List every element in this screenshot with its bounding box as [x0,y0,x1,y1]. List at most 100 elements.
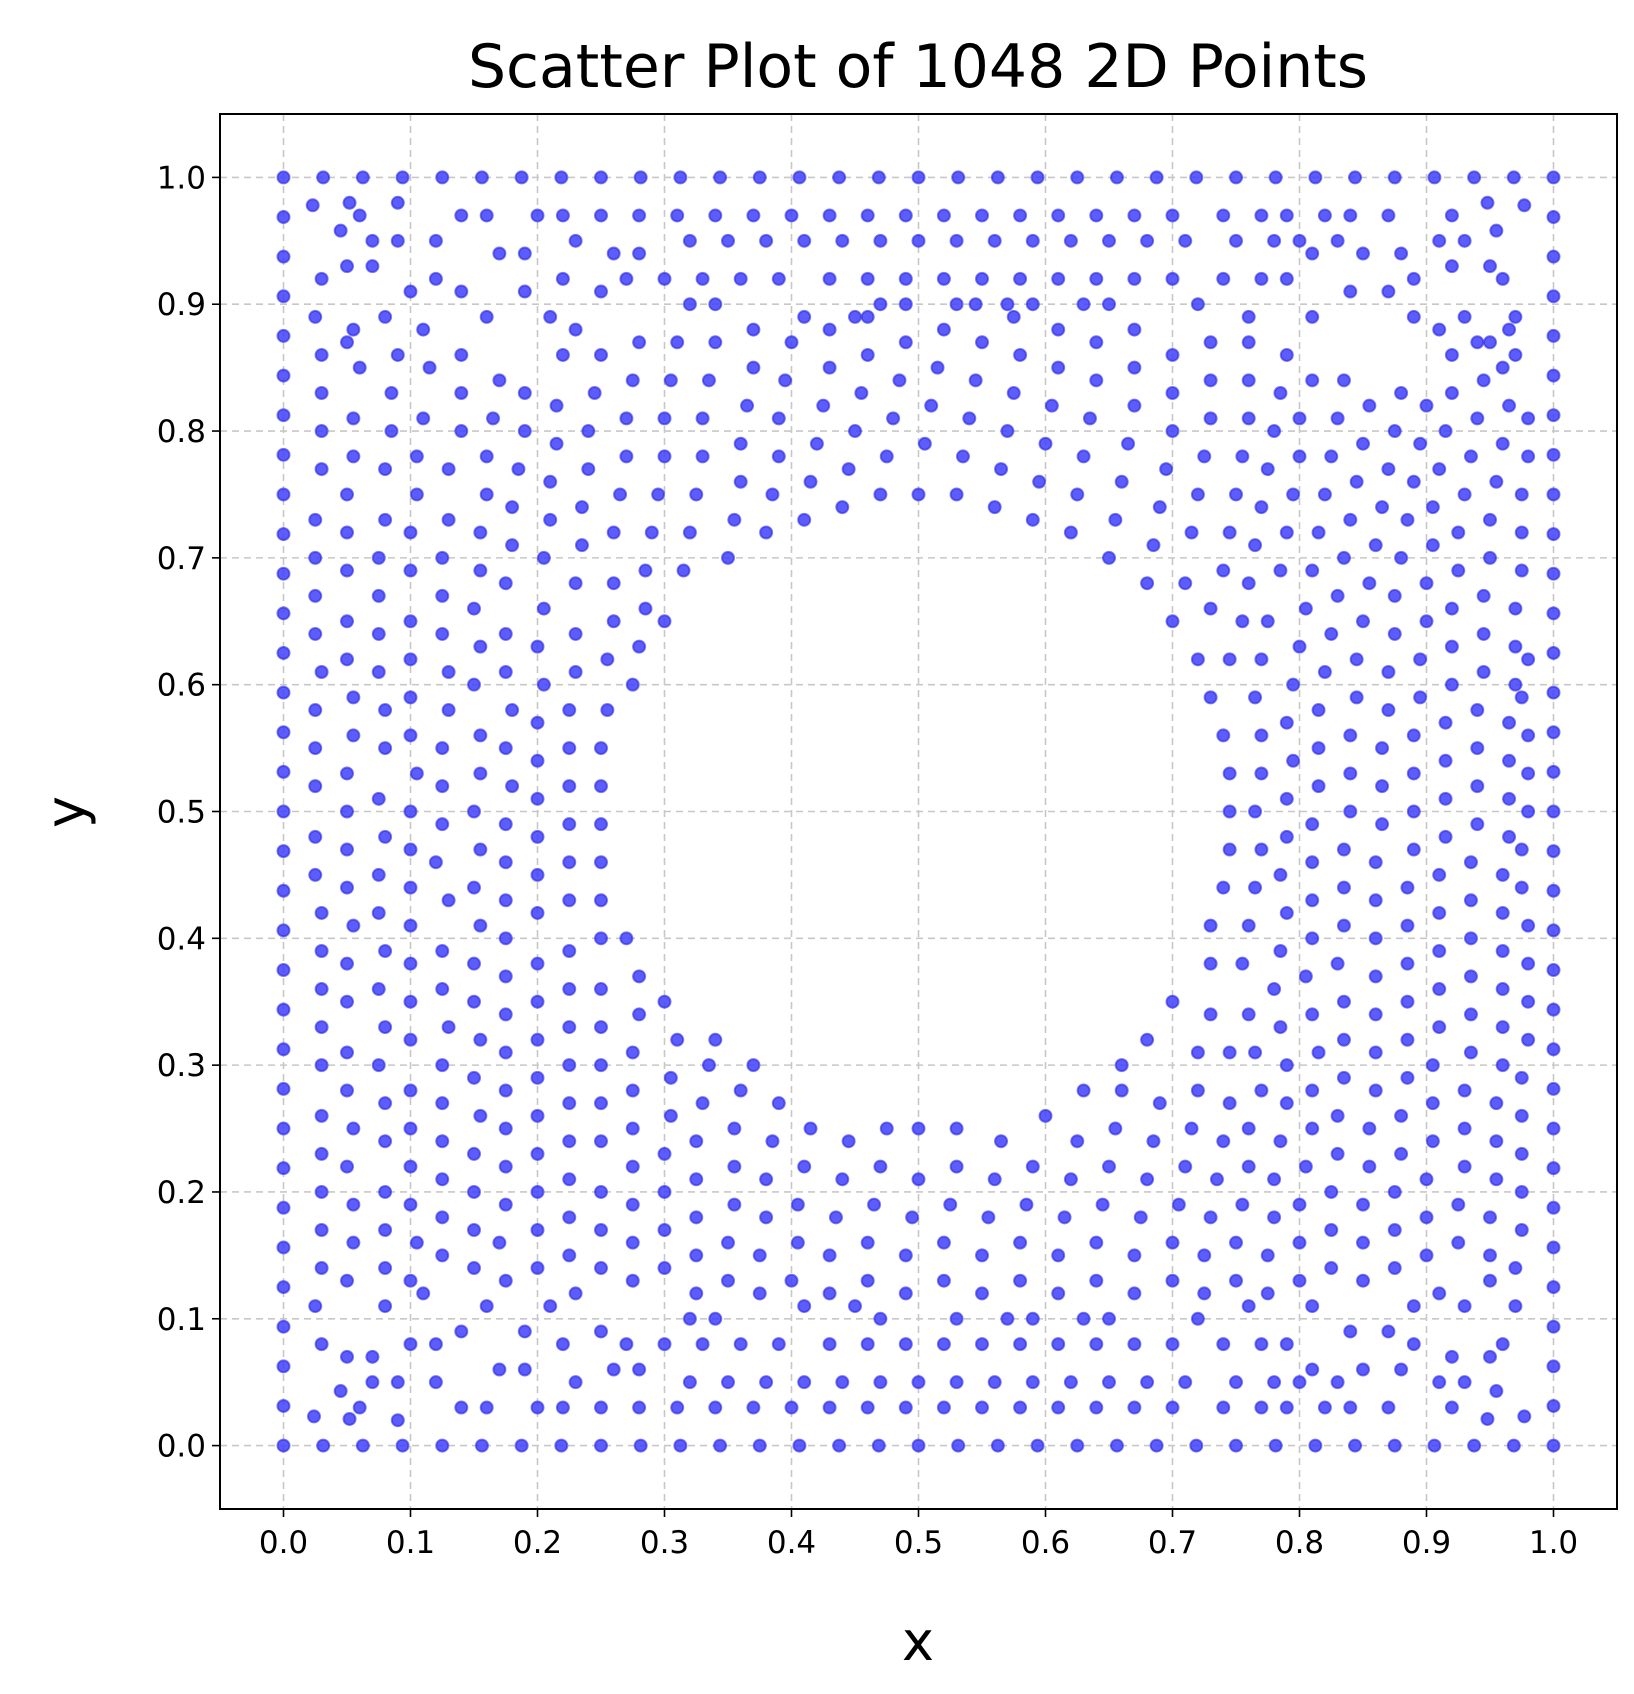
data-point [673,170,688,185]
data-point [619,931,634,946]
data-point [1546,1359,1561,1374]
data-point [1032,474,1047,489]
data-point [568,233,583,248]
data-point [1305,373,1320,388]
data-point [530,1223,545,1237]
data-point [1432,905,1447,920]
data-point [1184,1121,1199,1136]
y-tick-label: 0.6 [157,668,206,704]
data-point [1483,1210,1497,1225]
data-point [792,170,807,185]
data-point [1483,1248,1497,1263]
data-point [835,233,850,248]
data-point [1495,982,1510,997]
data-point [1406,1299,1421,1314]
data-point [936,1235,951,1250]
data-point [1254,728,1269,743]
data-point [962,411,977,426]
data-point [1349,474,1364,489]
data-point [1279,829,1294,844]
data-point [340,335,354,350]
data-point [1336,842,1351,857]
data-point [898,1337,913,1352]
data-point [517,424,532,439]
data-point [936,208,951,223]
data-point [409,766,424,781]
data-point [498,855,513,870]
data-point [454,347,469,362]
data-point [314,944,329,958]
data-point [1546,487,1561,502]
data-point [1279,1337,1294,1352]
data-point [594,741,608,756]
data-point [632,639,647,654]
data-point [517,386,532,400]
data-point [371,905,386,920]
data-point [1514,1070,1529,1085]
data-point [467,804,481,819]
data-point [1013,1400,1028,1415]
data-point [879,1121,894,1136]
data-point [721,233,735,248]
data-point [1546,1319,1561,1334]
data-point [644,525,659,540]
data-point [682,1375,697,1390]
data-point [797,233,812,248]
data-point [1546,1081,1561,1096]
data-point [873,233,888,248]
data-point [594,1324,608,1339]
data-point [1127,322,1142,337]
data-point [276,1121,291,1136]
data-point [1189,1438,1204,1453]
data-point [346,1235,361,1250]
data-point [403,1197,418,1212]
data-point [1235,449,1250,464]
data-point [943,1197,958,1212]
data-point [1419,576,1434,591]
data-point [562,703,577,718]
data-point [771,1337,786,1352]
data-point [1336,880,1351,895]
data-point [936,1337,951,1352]
data-point [435,1248,450,1263]
data-point [1273,944,1288,958]
data-point [949,1121,964,1136]
data-point [898,208,913,223]
data-point [1140,1172,1155,1187]
data-point [555,1400,570,1415]
data-point [1387,1438,1402,1453]
data-point [340,614,354,629]
data-point [1489,1134,1504,1149]
data-point [276,368,291,383]
data-point [898,1248,913,1263]
data-point [632,1400,647,1415]
data-point [1514,1223,1529,1237]
data-point [409,1235,424,1250]
data-point [340,1273,354,1288]
data-point [1089,271,1104,286]
data-point [568,665,583,679]
data-point [441,703,456,718]
data-point [1190,652,1205,667]
data-point [1076,449,1091,464]
data-point [498,576,513,591]
data-point [352,1400,367,1415]
data-point [1508,1261,1523,1276]
data-point [721,1235,735,1250]
data-point [632,335,647,350]
data-point [1273,386,1288,400]
data-point [276,1319,291,1334]
data-point [276,1042,291,1057]
data-point [1495,436,1510,451]
data-point [1546,1002,1561,1017]
data-point [682,1311,697,1326]
data-point [1489,1384,1504,1399]
data-point [1400,880,1415,895]
data-point [695,1096,710,1111]
data-point [1546,447,1561,462]
data-point [1127,360,1142,375]
data-point [568,576,583,591]
data-point [562,855,577,870]
data-point [441,512,456,527]
data-point [1495,905,1510,920]
